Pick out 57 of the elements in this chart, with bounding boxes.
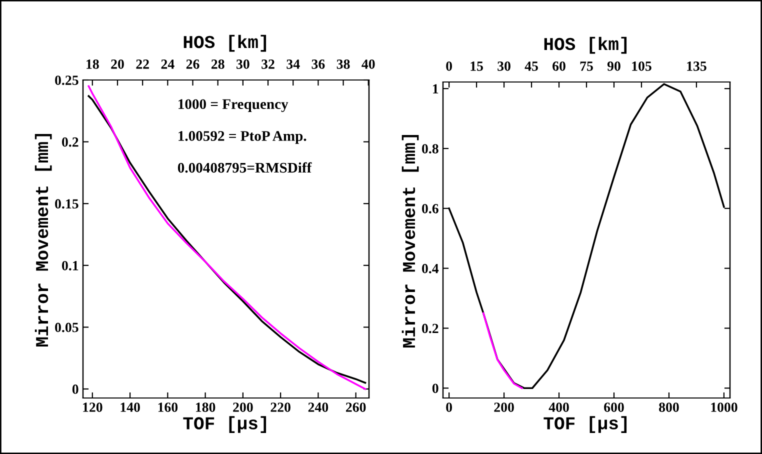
x-tick-label: 200 [494, 402, 514, 412]
x-tick-label: 180 [196, 402, 216, 412]
x-tick-label: 220 [270, 402, 290, 412]
y-tick-label: 0.4 [422, 264, 439, 274]
x-tick-label: 200 [233, 402, 253, 412]
x2-tick-label: 26 [186, 60, 200, 69]
y-axis-title: Mirror Movement [mm] [34, 134, 52, 346]
x2-tick-label: 135 [687, 62, 706, 71]
x2-tick-label: 0 [446, 61, 452, 71]
x2-tick-label: 45 [524, 62, 538, 71]
x-tick-label: 0 [446, 402, 452, 412]
y-tick-label: 0 [72, 384, 78, 394]
x2-tick-label: 20 [111, 59, 124, 69]
y-tick-label: 1 [433, 84, 438, 94]
x2-tick-label: 38 [336, 59, 350, 69]
y-tick-label: 0.05 [55, 322, 78, 332]
x2-tick-label: 90 [607, 61, 620, 71]
x-tick-label: 400 [548, 402, 569, 412]
x2-tick-label: 30 [498, 61, 510, 71]
x2-tick-label: 105 [632, 61, 652, 71]
x-tick-label: 240 [308, 402, 328, 412]
x2-tick-label: 22 [136, 60, 149, 69]
x2-tick-label: 15 [470, 62, 483, 71]
x-tick-label: 260 [346, 402, 366, 412]
x-tick-label: 160 [158, 402, 178, 412]
x-axis-title: TOF [µs] [183, 416, 266, 433]
x-axis-title: TOF [µs] [544, 416, 627, 433]
x2-tick-label: 24 [161, 60, 174, 69]
x2-tick-label: 36 [312, 60, 325, 69]
x2-tick-label: 28 [211, 59, 224, 69]
y-tick-label: 0.8 [422, 144, 438, 154]
x2-tick-label: 60 [552, 61, 566, 71]
x-tick-label: 600 [604, 402, 624, 412]
annotation: 0.00408795=RMSDiff [178, 162, 312, 173]
x2-tick-label: 30 [236, 59, 250, 69]
y-axis-title: Mirror Movement [mm] [402, 134, 419, 348]
y-tick-label: 0.2 [422, 324, 438, 334]
x-tick-label: 140 [120, 402, 140, 412]
line-series [482, 312, 523, 390]
x-tick-label: 1000 [711, 402, 738, 412]
y-tick-label: 0.15 [55, 199, 78, 209]
x2-tick-label: 18 [86, 59, 99, 69]
y-tick-label: 0.1 [62, 260, 78, 270]
x2-axis-title: HOS [km] [184, 34, 266, 52]
x2-tick-label: 34 [286, 60, 300, 69]
y-tick-label: 0.2 [62, 137, 78, 147]
x2-axis-title: HOS [km] [544, 36, 627, 54]
x2-tick-label: 75 [580, 62, 593, 71]
x-tick-label: 120 [83, 402, 102, 412]
annotation: 1000 = Frequency [178, 99, 288, 112]
y-tick-label: 0 [432, 384, 438, 394]
y-tick-label: 0.6 [422, 204, 438, 214]
annotation: 1.00592 = PtoP Amp. [178, 131, 306, 144]
y-tick-label: 0.25 [55, 76, 78, 86]
x-tick-label: 800 [659, 402, 679, 412]
x2-tick-label: 32 [262, 60, 274, 69]
x2-tick-label: 40 [362, 59, 375, 69]
